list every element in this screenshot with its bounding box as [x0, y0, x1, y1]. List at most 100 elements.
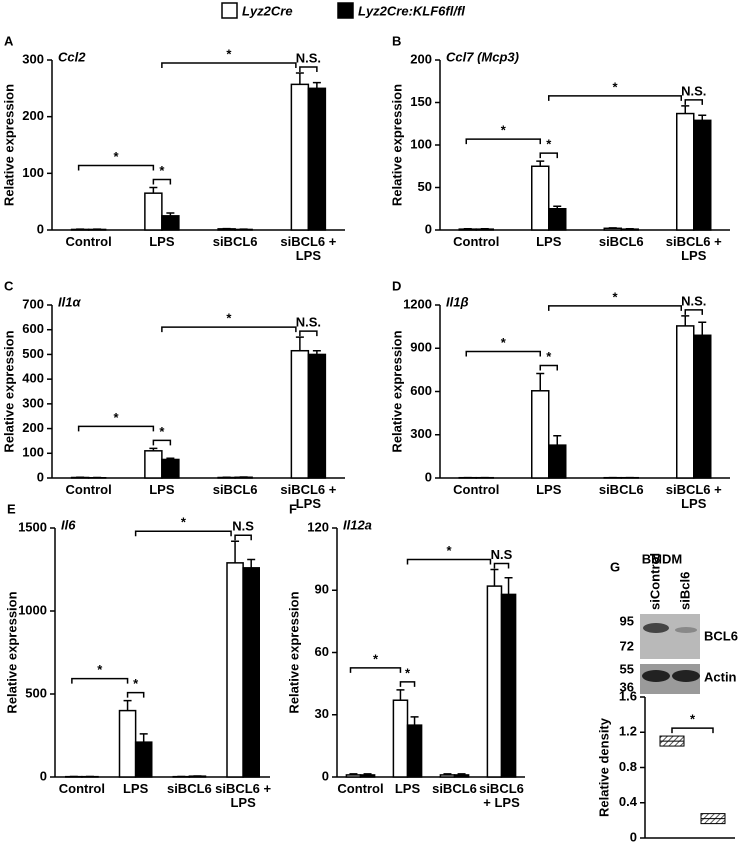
- sig-bracket: [299, 330, 318, 337]
- sig-label: *: [97, 662, 103, 677]
- y-tick-label: 150: [410, 94, 432, 109]
- error-bar: [698, 321, 707, 336]
- sig-bracket: [399, 681, 416, 687]
- sig-label: *: [373, 651, 379, 666]
- error-bar: [410, 716, 419, 726]
- legend-label: Lyz2Cre:KLF6fl/fl: [358, 3, 465, 18]
- sig-label: *: [226, 311, 232, 326]
- bar: [531, 390, 550, 479]
- bar: [144, 450, 163, 479]
- sig-label: *: [446, 543, 452, 558]
- sig-bracket: [152, 178, 172, 185]
- x-tick-label-box: siBCL6 + LPS: [280, 483, 336, 511]
- bar: [226, 562, 244, 778]
- sig-label: *: [133, 676, 139, 691]
- panel-title: Ccl2: [58, 49, 86, 64]
- y-tick-label: 1200: [403, 296, 432, 311]
- x-tick-label: Control: [453, 483, 500, 497]
- bar: [242, 567, 260, 778]
- x-tick-label: siBCL6 + LPS: [665, 235, 722, 263]
- lane-label: siBcl6: [677, 572, 692, 610]
- y-axis-label: Relative expression: [389, 330, 404, 452]
- panel-letter: E: [7, 501, 16, 516]
- x-tick-label-box: Control: [453, 235, 499, 249]
- sig-label: N.S.: [296, 315, 321, 330]
- sig-bracket: [234, 534, 252, 541]
- panel-letter: C: [4, 278, 14, 293]
- sig-label: *: [113, 149, 119, 164]
- x-tick-label-box: LPS: [149, 483, 174, 497]
- x-tick-label: LPS: [536, 235, 562, 249]
- sig-bracket: [126, 691, 145, 698]
- y-tick-label: 400: [22, 371, 44, 386]
- blot: [640, 614, 700, 659]
- error-bar: [698, 114, 707, 121]
- panel-letter: A: [4, 33, 14, 48]
- bar: [307, 353, 327, 479]
- bar: [118, 709, 137, 778]
- error-bar: [247, 558, 256, 568]
- bar: [134, 741, 153, 778]
- y-tick-label: 0: [40, 768, 47, 783]
- y-tick-label: 900: [410, 340, 432, 355]
- mw-marker: 36: [620, 679, 634, 694]
- bar: [290, 349, 310, 479]
- error-bar: [457, 773, 466, 775]
- x-tick-label-box: siBCL6: [432, 782, 477, 796]
- y-tick-label: 50: [418, 179, 432, 194]
- sig-label: *: [113, 410, 119, 425]
- x-tick-label-box: Control: [337, 782, 383, 796]
- y-tick-label: 100: [410, 136, 432, 151]
- x-tick-label: siBCL6: [166, 782, 212, 796]
- sig-label: *: [690, 712, 696, 727]
- y-tick-label: 30: [315, 706, 329, 721]
- x-tick-label-box: siBCL6 + LPS: [665, 235, 722, 263]
- sig-bracket: [493, 562, 510, 569]
- panel-title: Ccl7 (Mcp3): [446, 49, 519, 64]
- error-bar: [396, 689, 405, 701]
- bar: [359, 774, 376, 778]
- legend-label: Lyz2Cre: [242, 3, 293, 18]
- sig-label: *: [546, 137, 552, 152]
- bar: [676, 112, 695, 231]
- sig-bracket: [299, 66, 318, 73]
- panel-title: Il1β: [446, 294, 469, 309]
- bar: [453, 774, 470, 778]
- x-tick-label-box: siBCL6 + LPS: [666, 483, 722, 511]
- x-tick-label-box: siBCL6 + LPS: [479, 782, 524, 810]
- sig-label: *: [226, 46, 232, 61]
- y-tick-label: 0: [322, 768, 329, 783]
- blot-band: [642, 670, 670, 682]
- bar: [548, 208, 567, 231]
- bar: [693, 119, 712, 231]
- sig-bracket: [548, 305, 682, 311]
- error-bar: [123, 699, 132, 711]
- error-bar: [363, 773, 372, 775]
- bar: [486, 585, 503, 778]
- bar: [161, 215, 180, 231]
- blot-title: BMDM: [642, 551, 682, 566]
- error-bar: [312, 81, 321, 89]
- sig-bracket: [465, 350, 541, 357]
- y-tick-label: 200: [22, 420, 44, 435]
- y-tick-label: 300: [22, 51, 44, 66]
- sig-bracket: [77, 164, 155, 171]
- lane-label: siControl: [647, 553, 662, 610]
- band-label: BCL6: [704, 628, 738, 643]
- y-tick-label: 0: [37, 469, 44, 484]
- sig-bracket: [349, 667, 402, 673]
- x-tick-label: siBCL6: [432, 782, 477, 796]
- x-tick-label-box: Control: [59, 782, 105, 796]
- bar: [392, 699, 409, 778]
- sig-bracket: [684, 309, 703, 315]
- mw-marker: 95: [620, 613, 634, 628]
- bar: [144, 192, 163, 231]
- error-bar: [553, 205, 562, 209]
- y-axis-label: Relative density: [596, 717, 611, 817]
- y-tick-label: 0: [425, 221, 432, 236]
- error-bar: [231, 540, 240, 563]
- legend-swatch: [337, 2, 354, 19]
- sig-bracket: [161, 326, 297, 333]
- sig-label: N.S.: [681, 83, 706, 98]
- sig-label: *: [405, 665, 411, 680]
